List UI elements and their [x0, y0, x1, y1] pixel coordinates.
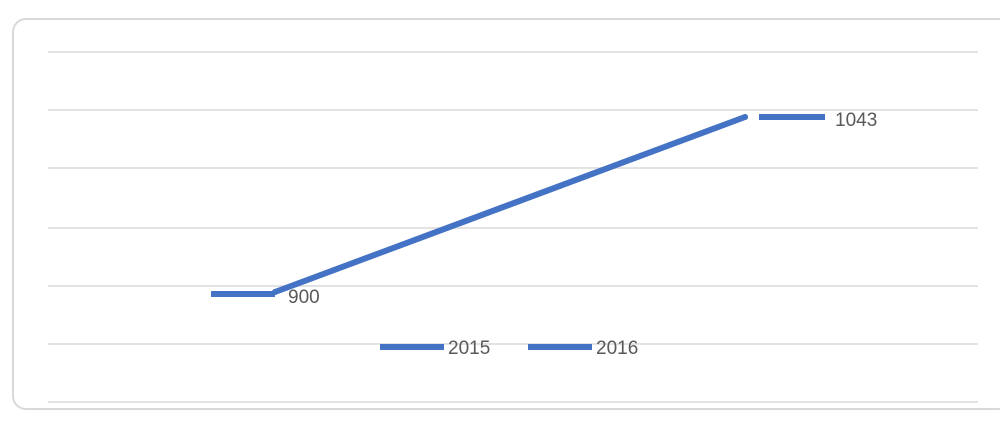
series-line: [272, 114, 748, 295]
data-label: 1043: [835, 110, 877, 131]
data-label: 900: [288, 287, 320, 308]
legend-item: 2016: [528, 338, 638, 359]
data-labels: 900 1043: [288, 110, 877, 308]
legend-item: 2015: [380, 338, 490, 359]
legend-label: 2016: [596, 338, 638, 359]
legend-label: 2015: [448, 338, 490, 359]
gridlines: [48, 51, 978, 403]
data-point: [742, 114, 748, 120]
series-group: [211, 114, 825, 297]
legend: 2015 2016: [380, 338, 638, 359]
